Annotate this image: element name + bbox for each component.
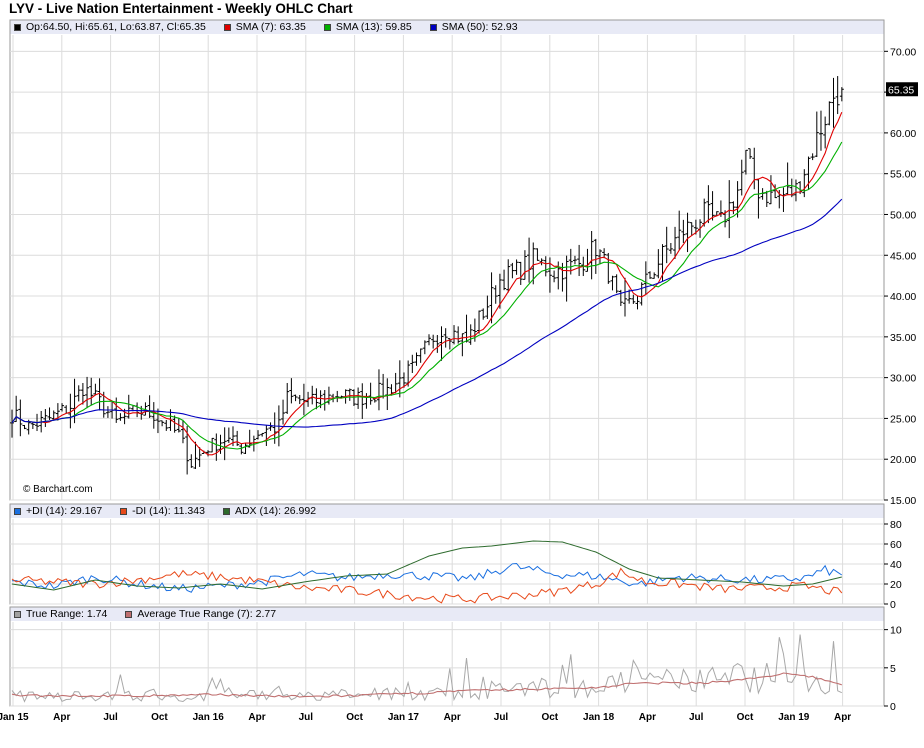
last-price-label: 65.35 xyxy=(888,84,914,96)
price-axis-label: 50.00 xyxy=(890,209,916,221)
x-tick-label: Jul xyxy=(689,712,704,723)
x-tick-label: Jul xyxy=(103,712,118,723)
true-range-line xyxy=(11,634,843,703)
adx-line xyxy=(11,540,842,591)
legend-true-range-label: True Range: 1.74 xyxy=(26,608,108,620)
legend-sma13: SMA (13): 59.85 xyxy=(323,21,412,33)
legend-minus-di-label: -DI (14): 11.343 xyxy=(132,505,205,517)
legend-atr-label: Average True Range (7): 2.77 xyxy=(137,608,277,620)
legend-plus-di: +DI (14): 29.167 xyxy=(14,505,102,517)
legend-plus-di-swatch xyxy=(14,507,21,515)
dmi-axis-label: 0 xyxy=(890,599,896,611)
dmi-legend: +DI (14): 29.167 -DI (14): 11.343 ADX (1… xyxy=(10,504,884,518)
true-range-legend: True Range: 1.74 Average True Range (7):… xyxy=(10,607,884,621)
price-axis-label: 30.00 xyxy=(890,373,916,385)
legend-sma13-label: SMA (13): 59.85 xyxy=(335,21,412,33)
x-tick-label: Jul xyxy=(299,712,314,723)
price-axis-label: 15.00 xyxy=(890,495,916,507)
watermark: © Barchart.com xyxy=(23,484,93,495)
legend-minus-di-swatch xyxy=(120,507,128,515)
legend-ohlc-swatch xyxy=(14,23,21,31)
chart-title: LYV - Live Nation Entertainment - Weekly… xyxy=(9,1,353,16)
x-tick-label: Jan 15 xyxy=(0,712,29,723)
legend-adx-label: ADX (14): 26.992 xyxy=(234,505,317,517)
plus-di-line xyxy=(11,562,843,593)
price-legend: Op:64.50, Hi:65.61, Lo:63.87, Cl:65.35 S… xyxy=(10,20,884,34)
price-axis-label: 60.00 xyxy=(890,128,916,140)
x-tick-label: Jan 18 xyxy=(583,712,615,723)
sma-13-line xyxy=(11,141,843,450)
price-axis-label: 35.00 xyxy=(890,332,916,344)
x-tick-label: Apr xyxy=(639,712,656,723)
tr-axis-label: 5 xyxy=(890,663,896,675)
tr-axis-label: 10 xyxy=(890,625,902,637)
price-axis-label: 25.00 xyxy=(890,413,916,425)
dmi-panel-frame xyxy=(9,503,885,605)
dmi-axis-label: 60 xyxy=(890,539,902,551)
x-tick-label: Apr xyxy=(834,712,851,723)
legend-ohlc-label: Op:64.50, Hi:65.61, Lo:63.87, Cl:65.35 xyxy=(26,21,206,33)
legend-atr: Average True Range (7): 2.77 xyxy=(125,608,276,620)
legend-atr-swatch xyxy=(125,610,133,618)
x-tick-label: Oct xyxy=(737,712,754,723)
ohlc-bars xyxy=(10,76,844,475)
legend-true-range-swatch xyxy=(14,610,21,618)
x-tick-label: Apr xyxy=(444,712,461,723)
x-tick-label: Apr xyxy=(248,712,265,723)
x-tick-label: Oct xyxy=(346,712,363,723)
x-tick-label: Jan 17 xyxy=(388,712,420,723)
price-axis-label: 20.00 xyxy=(890,454,916,466)
minus-di-line xyxy=(11,567,843,604)
dmi-axis-label: 80 xyxy=(890,519,902,531)
x-tick-label: Oct xyxy=(541,712,558,723)
legend-sma7-label: SMA (7): 63.35 xyxy=(235,21,306,33)
last-price-tag xyxy=(886,82,918,97)
legend-sma50-label: SMA (50): 52.93 xyxy=(441,21,518,33)
price-axis-label: 70.00 xyxy=(890,46,916,58)
legend-ohlc: Op:64.50, Hi:65.61, Lo:63.87, Cl:65.35 xyxy=(14,21,206,33)
legend-sma50-swatch xyxy=(429,23,437,31)
x-tick-label: Jan 16 xyxy=(193,712,225,723)
dmi-axis-label: 40 xyxy=(890,559,902,571)
legend-minus-di: -DI (14): 11.343 xyxy=(120,505,205,517)
atr-line xyxy=(11,672,842,698)
dmi-axis-label: 20 xyxy=(890,579,902,591)
price-axis-label: 55.00 xyxy=(890,169,916,181)
x-tick-label: Jan 19 xyxy=(778,712,810,723)
x-tick-label: Jul xyxy=(494,712,509,723)
legend-plus-di-label: +DI (14): 29.167 xyxy=(26,505,103,517)
legend-adx-swatch xyxy=(222,507,230,515)
price-axis-label: 40.00 xyxy=(890,291,916,303)
legend-sma7: SMA (7): 63.35 xyxy=(223,21,306,33)
tr-axis-label: 0 xyxy=(890,701,896,713)
x-tick-label: Oct xyxy=(151,712,168,723)
legend-sma7-swatch xyxy=(223,23,231,31)
legend-adx: ADX (14): 26.992 xyxy=(222,505,317,517)
legend-sma50: SMA (50): 52.93 xyxy=(429,21,518,33)
legend-sma13-swatch xyxy=(323,23,331,31)
price-axis-label: 45.00 xyxy=(890,250,916,262)
x-tick-label: Apr xyxy=(53,712,70,723)
legend-true-range: True Range: 1.74 xyxy=(14,608,107,620)
sma-50-line xyxy=(11,198,843,428)
